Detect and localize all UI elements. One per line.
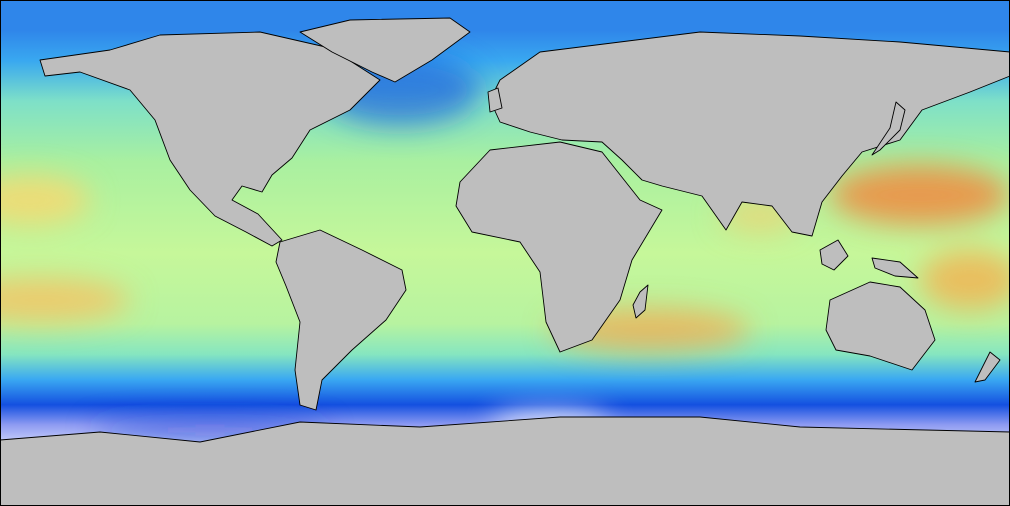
borneo [819,239,849,271]
japan [871,101,906,156]
greenland [299,17,471,83]
australia [825,281,936,371]
warm-patch [0,175,90,225]
africa [455,141,663,353]
south-america [275,229,407,411]
great-britain [487,87,503,113]
new-guinea [871,257,919,279]
warm-patch [830,165,1010,225]
new-zealand [974,351,1001,383]
continents [0,17,1010,506]
antarctica [0,416,1010,506]
madagascar [632,284,649,319]
warm-patch [0,278,130,322]
warm-patch [920,250,1010,310]
eurasia [489,31,1010,237]
